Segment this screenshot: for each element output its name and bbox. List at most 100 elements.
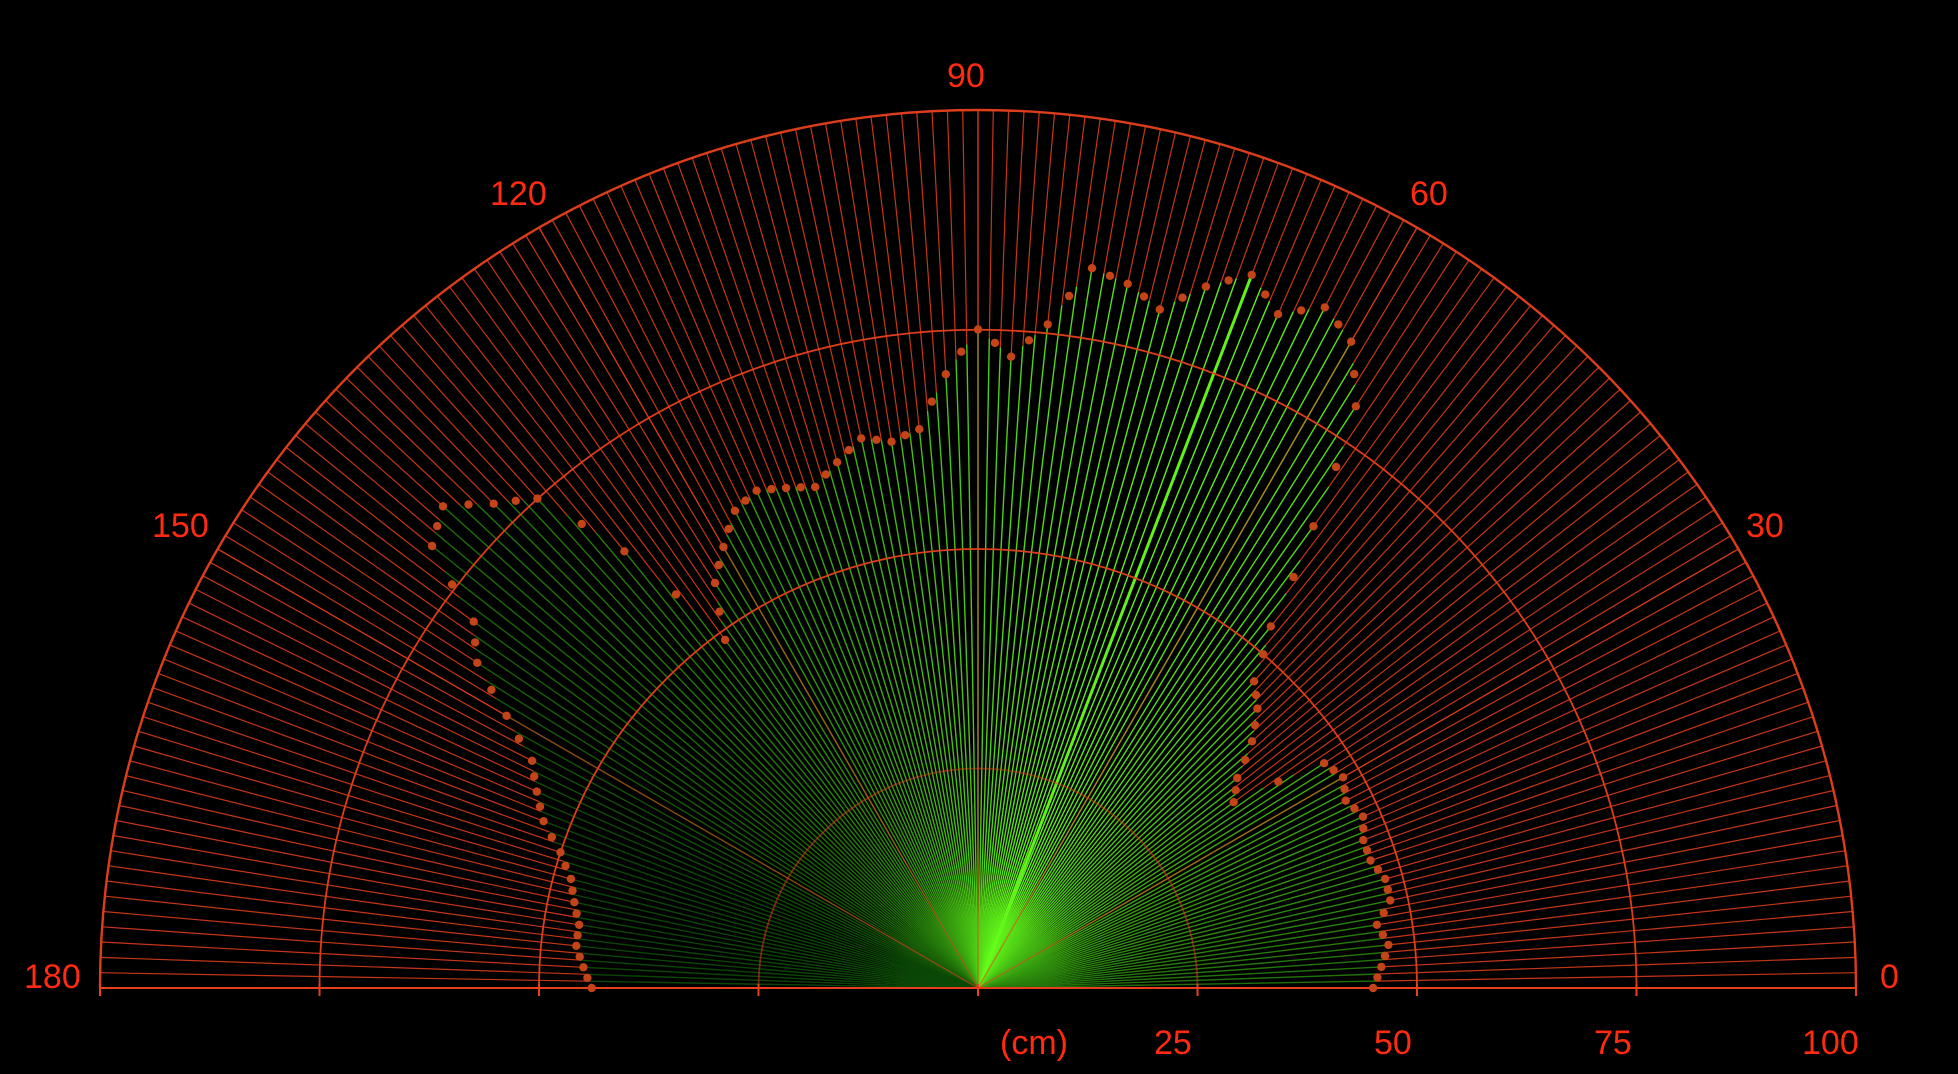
range-ray xyxy=(512,243,718,572)
range-ray xyxy=(946,110,957,360)
sweep-ray xyxy=(977,338,990,989)
range-ray xyxy=(1127,129,1162,284)
sweep-ray xyxy=(977,405,1357,989)
range-ray xyxy=(1159,139,1206,310)
sweep-ray xyxy=(977,356,1012,989)
range-ray xyxy=(129,760,572,880)
echo-point xyxy=(1378,930,1388,939)
sweep-ray xyxy=(977,740,1253,989)
echo-point xyxy=(1340,784,1349,794)
sweep-ray xyxy=(623,550,979,989)
range-ray xyxy=(1235,162,1279,279)
range-ray xyxy=(1148,135,1191,301)
sweep-ray xyxy=(977,680,1255,989)
echo-point xyxy=(671,590,681,599)
echo-point xyxy=(574,920,584,929)
range-ray xyxy=(163,658,542,813)
echo-point xyxy=(872,435,881,444)
sweep-ray xyxy=(977,916,1382,989)
range-ray xyxy=(1333,212,1391,319)
echo-point xyxy=(1372,920,1382,929)
sweep-ray xyxy=(493,503,979,989)
echo-point xyxy=(1358,812,1368,821)
range-ray xyxy=(794,129,862,439)
range-ray xyxy=(1380,865,1848,932)
sweep-ray xyxy=(714,582,979,989)
sweep-ray xyxy=(977,944,1389,989)
range-ray xyxy=(1376,850,1846,926)
range-ray xyxy=(578,205,736,512)
sweep-ray xyxy=(977,307,1326,989)
range-ray xyxy=(106,880,578,940)
sweep-ray xyxy=(977,765,1244,989)
range-ray xyxy=(202,575,524,747)
echo-point xyxy=(1373,973,1382,982)
range-ray xyxy=(1233,471,1689,803)
echo-point xyxy=(1297,306,1306,315)
echo-point xyxy=(1350,369,1359,379)
sweep-ray xyxy=(977,871,1381,989)
sweep-ray xyxy=(977,908,1387,989)
sweep-ray xyxy=(935,392,979,989)
angle-label-150: 150 xyxy=(152,507,209,545)
sweep-ray xyxy=(543,820,979,989)
echo-point xyxy=(752,486,761,495)
echo-point xyxy=(1386,896,1395,905)
range-ray xyxy=(325,400,444,507)
echo-point xyxy=(990,338,1000,348)
sweep-ray xyxy=(976,274,1254,989)
echo-point xyxy=(1024,336,1034,345)
sweep-ray xyxy=(507,501,979,989)
echo-point xyxy=(1380,951,1390,961)
range-ray xyxy=(1115,125,1147,279)
sweep-ray xyxy=(977,980,1377,989)
range-ray xyxy=(750,139,838,463)
distance-unit-label: (cm) xyxy=(1000,1024,1068,1062)
range-ray xyxy=(900,113,929,411)
range-ray xyxy=(1344,575,1754,794)
sweep-ray xyxy=(442,505,979,989)
range-ray xyxy=(1076,118,1101,287)
sweep-ray xyxy=(977,301,1176,989)
range-ray xyxy=(1277,185,1336,315)
range-ray xyxy=(988,110,994,339)
sweep-ray xyxy=(576,945,979,989)
echo-point xyxy=(1247,270,1256,280)
range-ray xyxy=(1285,295,1520,594)
sweep-ray xyxy=(977,311,1295,989)
sweep-ray xyxy=(554,841,979,989)
range-ray xyxy=(735,143,831,471)
sweep-ray xyxy=(536,498,979,989)
range-ray xyxy=(182,616,536,782)
range-ray xyxy=(1363,658,1793,833)
sweep-ray xyxy=(475,648,979,989)
sweep-ray xyxy=(977,859,1371,989)
echo-point xyxy=(427,541,437,551)
angle-label-180: 180 xyxy=(24,958,81,996)
sweep-ray xyxy=(977,767,1331,989)
echo-point xyxy=(715,607,724,616)
echo-point xyxy=(844,445,854,455)
echo-point xyxy=(464,500,473,509)
range-ray xyxy=(1292,192,1350,312)
range-ray xyxy=(1351,602,1768,807)
sweep-ray xyxy=(734,510,979,989)
range-ray xyxy=(390,335,538,500)
echo-point xyxy=(473,658,482,667)
range-ray xyxy=(1235,446,1671,787)
range-ray xyxy=(125,775,573,888)
range-ray xyxy=(1265,315,1543,646)
sweep-ray xyxy=(977,784,1345,989)
range-ray xyxy=(1375,730,1818,868)
range-ray xyxy=(1061,116,1086,306)
sweep-ray xyxy=(977,753,1248,989)
angle-label-60: 60 xyxy=(1410,175,1448,213)
range-ray xyxy=(1355,251,1457,407)
echo-point xyxy=(1334,320,1343,329)
sweep-ray xyxy=(588,980,979,989)
range-ray xyxy=(1381,834,1843,918)
echo-point xyxy=(1233,773,1242,783)
echo-point xyxy=(1155,305,1165,314)
sweep-ray xyxy=(977,273,1105,989)
